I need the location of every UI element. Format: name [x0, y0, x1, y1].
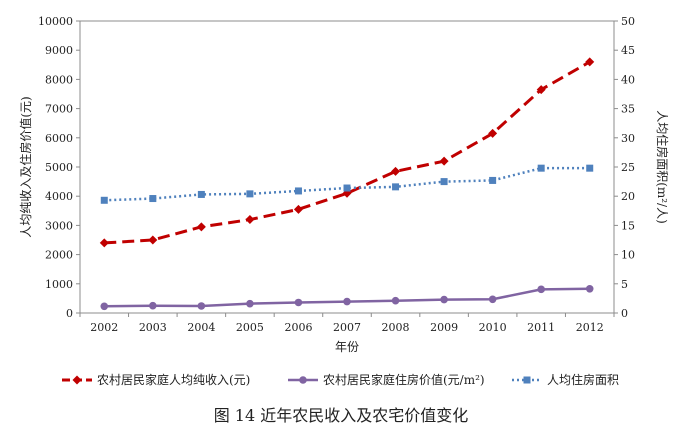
series-1-point — [536, 85, 546, 95]
plot-frame — [79, 20, 615, 314]
legend-swatch-marker-2 — [299, 376, 307, 384]
series-1-point — [391, 166, 401, 176]
x-axis-title: 年份 — [335, 340, 359, 354]
series-2-point — [294, 298, 303, 307]
series-line-1 — [104, 60, 591, 245]
x-tick-label: 2011 — [527, 321, 555, 334]
series-1-point — [196, 222, 206, 232]
x-tick-label: 2002 — [90, 321, 118, 334]
series-1-point — [439, 156, 449, 166]
left-tick-label: 7000 — [45, 103, 73, 116]
left-tick-label: 9000 — [45, 44, 73, 57]
left-tick-label: 0 — [66, 307, 73, 320]
series-2-point — [100, 302, 109, 311]
x-tick-label: 2006 — [284, 321, 312, 334]
series-2-point — [488, 295, 497, 304]
series-1-point — [99, 238, 109, 248]
left-tick-label: 5000 — [45, 161, 73, 174]
x-tick-label: 2004 — [187, 321, 215, 334]
series-2-point — [197, 302, 206, 310]
legend-swatch-marker-3 — [523, 376, 531, 384]
right-tick-label: 25 — [621, 161, 635, 174]
left-tick-label: 1000 — [45, 278, 73, 291]
series-3-point — [489, 176, 497, 184]
left-tick-label: 4000 — [45, 190, 73, 203]
left-tick-label: 10000 — [38, 15, 73, 28]
series-2-point — [149, 301, 157, 310]
x-tick-label: 2003 — [139, 321, 167, 334]
x-tick-label: 2008 — [382, 321, 410, 334]
figure-caption: 图 14 近年农民收入及农宅价值变化 — [214, 406, 469, 425]
series-2-point — [537, 285, 545, 294]
right-tick-label: 30 — [621, 132, 635, 145]
right-tick-label: 40 — [621, 73, 635, 86]
legend-label-2: 农村居民家庭住房价值(元/m²) — [323, 372, 485, 387]
series-1-point — [585, 57, 595, 67]
left-tick-label: 8000 — [45, 73, 73, 86]
series-1-point — [245, 215, 255, 225]
x-tick-label: 2007 — [333, 321, 361, 334]
series-3-point — [246, 190, 254, 198]
series-2-point — [246, 299, 254, 308]
series-1-point — [148, 235, 158, 245]
series-3-point — [294, 187, 302, 195]
legend-swatch-marker-1 — [72, 375, 82, 385]
x-tick-label: 2005 — [236, 321, 264, 334]
right-tick-label: 0 — [621, 307, 628, 320]
right-tick-label: 10 — [621, 249, 635, 262]
right-tick-label: 20 — [621, 190, 635, 203]
right-tick-label: 35 — [621, 103, 635, 116]
series-3-point — [197, 190, 205, 198]
right-tick-label: 15 — [621, 219, 635, 232]
right-tick-label: 5 — [621, 278, 628, 291]
series-2-point — [440, 295, 448, 304]
right-axis-title: 人均住房面积(m²/人) — [655, 110, 670, 224]
series-3-point — [100, 196, 108, 204]
series-3-point — [586, 164, 594, 172]
left-tick-label: 2000 — [45, 249, 73, 262]
series-2-point — [343, 297, 351, 306]
legend-label-1: 农村居民家庭人均纯收入(元) — [97, 372, 250, 387]
left-tick-label: 6000 — [45, 132, 73, 145]
x-tick-label: 2009 — [430, 321, 458, 334]
series-3-point — [537, 164, 545, 172]
series-3-point — [149, 195, 157, 203]
right-tick-label: 50 — [621, 15, 635, 28]
series-3-point — [392, 183, 400, 191]
x-tick-label: 2012 — [576, 321, 604, 334]
series-3-point — [440, 178, 448, 186]
series-line-3 — [104, 166, 590, 202]
x-tick-label: 2010 — [479, 321, 507, 334]
legend-label-3: 人均住房面积 — [547, 372, 619, 387]
series-2-point — [391, 296, 400, 305]
series-1-point — [293, 204, 303, 214]
left-axis-title: 人均纯收入及住房价值(元) — [18, 96, 33, 237]
series-3-point — [343, 184, 351, 192]
left-tick-label: 3000 — [45, 219, 73, 232]
right-tick-label: 45 — [621, 44, 635, 57]
series-1-point — [488, 128, 498, 138]
series-2-point — [585, 284, 594, 293]
